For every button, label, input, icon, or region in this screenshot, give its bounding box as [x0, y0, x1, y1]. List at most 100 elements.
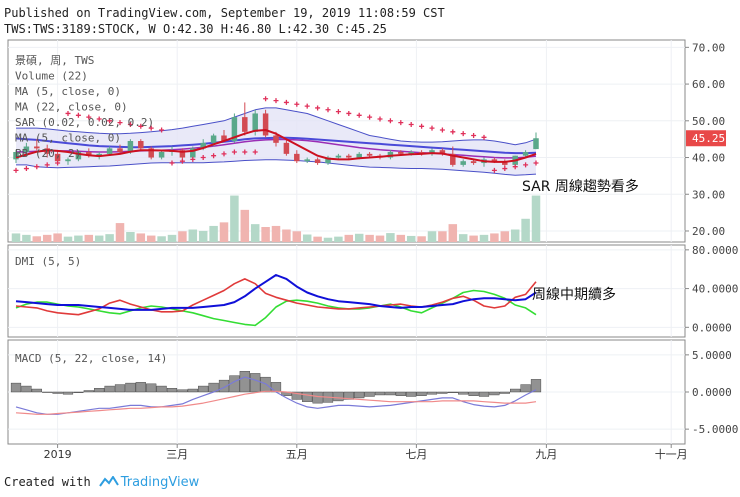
macd-histogram-bar: [42, 391, 53, 393]
sar-point: [512, 164, 518, 170]
macd-histogram-bar: [385, 391, 396, 396]
sar-point: [55, 160, 61, 166]
sar-point: [169, 160, 175, 166]
candle: [470, 161, 477, 164]
tradingview-brand[interactable]: TradingView: [120, 474, 200, 490]
macd-histogram-bar: [437, 391, 448, 394]
sar-point: [34, 164, 40, 170]
sar-annotation: SAR 周線趨勢看多: [522, 178, 639, 195]
volume-bar: [302, 234, 312, 242]
volume-bar: [146, 235, 156, 242]
x-tick-label: 十一月: [655, 447, 688, 461]
macd-histogram-bar: [489, 391, 500, 396]
candle: [522, 152, 529, 156]
dmi-y-tick-label: 0.0000: [692, 321, 732, 334]
dmi-y-tick-label: 80.0000: [692, 244, 738, 257]
sar-point: [429, 125, 435, 131]
candle: [294, 153, 300, 162]
candle: [533, 138, 539, 150]
volume-bar: [84, 234, 94, 242]
sar-point: [491, 167, 497, 173]
sar-point: [117, 120, 123, 126]
sar-point: [419, 123, 425, 129]
volume-bar: [438, 231, 447, 242]
sar-point: [138, 123, 144, 129]
candle: [273, 135, 279, 143]
sar-point: [75, 112, 81, 118]
volume-bar: [261, 227, 270, 242]
candle: [491, 159, 498, 162]
sar-point: [96, 116, 102, 122]
macd-histogram-bar: [31, 388, 42, 393]
volume-bar: [458, 234, 468, 242]
x-tick-label: 2019: [44, 448, 72, 461]
macd-histogram-bar: [239, 371, 250, 393]
price-legend-item: MA (22, close, 0): [15, 101, 128, 114]
sar-point: [127, 121, 133, 127]
volume-bar: [63, 236, 73, 242]
sar-point: [23, 166, 29, 172]
sar-point: [387, 118, 393, 124]
price-y-tick-label: 40.00: [692, 152, 725, 165]
sar-point: [148, 125, 154, 131]
ma5-line: [15, 129, 537, 163]
created-with-label: Created with: [4, 475, 91, 489]
bb-lower-line: [16, 159, 537, 176]
volume-bar: [323, 237, 333, 242]
volume-bar: [479, 234, 489, 242]
macd-histogram-bar: [447, 391, 458, 393]
macd-histogram-bar: [426, 391, 438, 395]
volume-bar: [365, 234, 374, 242]
x-tick-label: 九月: [535, 448, 557, 461]
adx-line: [15, 274, 537, 311]
volume-bar: [42, 234, 52, 242]
candle: [450, 153, 456, 165]
volume-bar: [250, 224, 260, 242]
price-y-tick-label: 30.00: [692, 188, 725, 201]
price-legend-item: 景碩, 周, TWS: [15, 54, 94, 67]
sar-point: [200, 155, 206, 161]
candle: [127, 141, 134, 153]
volume-bar: [157, 236, 166, 242]
sar-point: [471, 132, 477, 138]
candle: [262, 113, 269, 136]
macd-histogram-bar: [302, 391, 313, 402]
volume-bar: [11, 233, 21, 242]
candle: [34, 146, 40, 149]
macd-histogram-bar: [21, 385, 32, 393]
tradingview-logo-icon: [98, 476, 119, 487]
macd-histogram-bar: [10, 382, 22, 393]
sar-point: [502, 166, 508, 172]
volume-bar: [396, 234, 406, 242]
volume-bar: [448, 224, 458, 242]
volume-bar: [427, 231, 437, 242]
volume-bar: [126, 232, 135, 242]
candle: [231, 117, 238, 141]
macd-histogram-bar: [354, 391, 365, 399]
candle: [460, 161, 466, 165]
macd-histogram-bar: [312, 391, 323, 404]
candle: [138, 141, 144, 149]
dmi-panel-frame: [7, 244, 686, 338]
price-y-tick-label: 20.00: [692, 225, 725, 238]
candle: [179, 150, 186, 158]
macd-histogram-bar: [395, 391, 406, 396]
macd-histogram-bar: [374, 391, 386, 396]
volume-bar: [136, 233, 146, 242]
price-legend-item: SAR (0.02, 0.02, 0.2): [15, 116, 154, 129]
sar-point: [377, 116, 383, 122]
macd-histogram-bar: [478, 391, 490, 397]
volume-bar: [167, 234, 177, 242]
chart-area[interactable]: 2019 三月 五月 七月 九月 十一月 70.00 60.00 50.00 40.00 30.00…: [0, 0, 740, 472]
candle: [304, 159, 310, 162]
sar-point: [315, 105, 321, 111]
macd-y-tick-label: -5.0000: [692, 423, 738, 436]
macd-histogram-bar: [468, 391, 479, 396]
candle: [408, 152, 414, 154]
candle: [335, 155, 342, 158]
sar-point: [335, 109, 341, 115]
sar-point: [450, 129, 456, 135]
x-tick-label: 三月: [166, 448, 188, 461]
volume-bar: [282, 229, 291, 242]
footer: Created with TradingView: [4, 474, 199, 490]
